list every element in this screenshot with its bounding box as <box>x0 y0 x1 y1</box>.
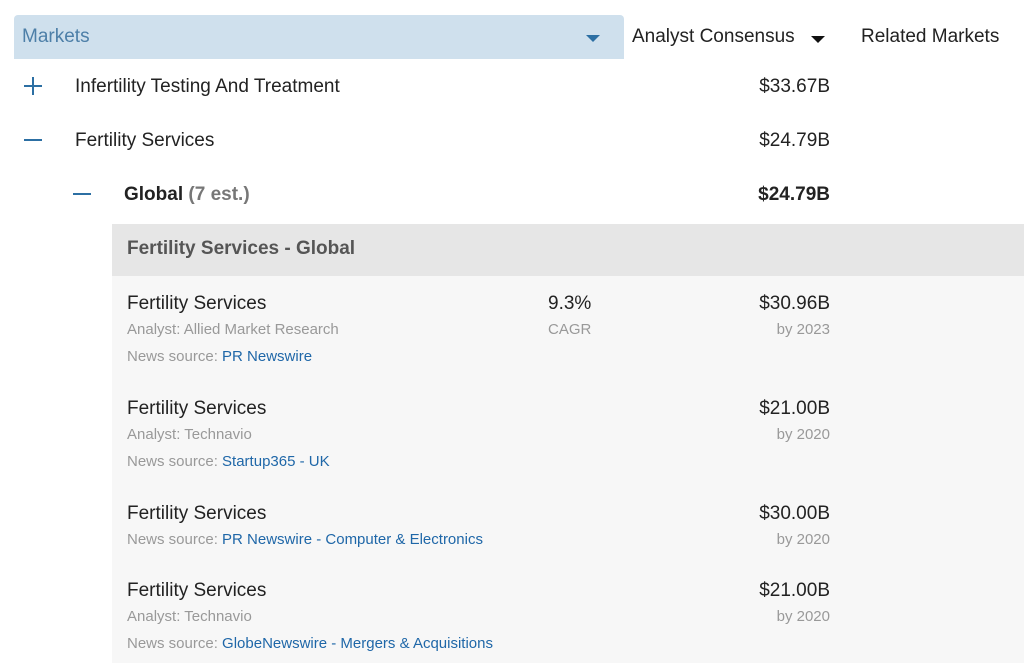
news-source-line: News source: PR Newswire <box>127 348 312 365</box>
news-prefix: News source: <box>127 531 223 548</box>
news-prefix: News source: <box>127 453 223 470</box>
news-source-link[interactable]: GlobeNewswire - Mergers & Acquisitions <box>222 635 493 652</box>
minus-icon[interactable] <box>23 130 43 150</box>
news-prefix: News source: <box>127 635 223 652</box>
analyst-line: Analyst: Technavio <box>127 608 252 625</box>
analyst-consensus-label: Analyst Consensus <box>632 26 795 47</box>
region-value: $24.79B <box>758 184 830 205</box>
tree-row-infertility: Infertility Testing And Treatment $33.67… <box>0 60 1024 114</box>
panel-title-bar: Fertility Services - Global <box>112 224 1024 276</box>
tree-row-fertility-services: Fertility Services $24.79B <box>0 114 1024 168</box>
news-source-line: News source: GlobeNewswire - Mergers & A… <box>127 635 493 652</box>
plus-icon[interactable] <box>23 76 43 96</box>
market-label[interactable]: Infertility Testing And Treatment <box>75 76 340 97</box>
estimate-name: Fertility Services <box>127 580 267 601</box>
estimates-panel: Fertility Services - Global Fertility Se… <box>112 224 1024 663</box>
analyst-line: Analyst: Allied Market Research <box>127 321 339 338</box>
estimate-count: (7 est.) <box>188 184 250 205</box>
market-value: $33.67B <box>759 76 830 97</box>
estimate-value: $30.00B <box>759 503 830 524</box>
analyst-name: Technavio <box>184 608 252 625</box>
market-label[interactable]: Fertility Services <box>75 130 215 151</box>
news-source-link[interactable]: PR Newswire <box>222 348 313 365</box>
region-name: Global <box>124 184 184 205</box>
analyst-prefix: Analyst: <box>127 321 184 338</box>
estimate-value: $30.96B <box>759 293 830 314</box>
minus-icon[interactable] <box>72 184 92 204</box>
tree-row-global: Global (7 est.) $24.79B <box>0 168 1024 222</box>
related-markets-header[interactable]: Related Markets <box>861 15 999 59</box>
analyst-name: Technavio <box>184 426 252 443</box>
analyst-prefix: Analyst: <box>127 426 185 443</box>
panel-title: Fertility Services - Global <box>127 238 356 259</box>
related-markets-label: Related Markets <box>861 26 1000 47</box>
market-value: $24.79B <box>759 130 830 151</box>
news-source-line: News source: Startup365 - UK <box>127 453 330 470</box>
estimate-year: by 2020 <box>776 531 830 548</box>
news-source-line: News source: PR Newswire - Computer & El… <box>127 531 483 548</box>
estimate-value: $21.00B <box>759 580 830 601</box>
caret-down-icon[interactable] <box>586 35 600 42</box>
caret-down-icon[interactable] <box>810 35 825 43</box>
analyst-consensus-header[interactable]: Analyst Consensus <box>632 15 825 59</box>
estimate-name: Fertility Services <box>127 398 267 419</box>
estimate-year: by 2020 <box>776 426 830 443</box>
region-label[interactable]: Global (7 est.) <box>124 184 250 206</box>
estimate-year: by 2020 <box>776 608 830 625</box>
news-prefix: News source: <box>127 348 223 365</box>
news-source-link[interactable]: PR Newswire - Computer & Electronics <box>222 531 483 548</box>
cagr-value: 9.3% <box>548 293 592 314</box>
estimate-year: by 2023 <box>776 321 830 338</box>
estimate-name: Fertility Services <box>127 503 267 524</box>
estimate-name: Fertility Services <box>127 293 267 314</box>
cagr-label: CAGR <box>548 321 592 338</box>
analyst-prefix: Analyst: <box>127 608 185 625</box>
analyst-name: Allied Market Research <box>183 321 339 338</box>
analyst-line: Analyst: Technavio <box>127 426 252 443</box>
markets-header-label: Markets <box>22 26 90 47</box>
markets-column-header[interactable]: Markets <box>14 15 624 59</box>
estimate-value: $21.00B <box>759 398 830 419</box>
news-source-link[interactable]: Startup365 - UK <box>222 453 330 470</box>
